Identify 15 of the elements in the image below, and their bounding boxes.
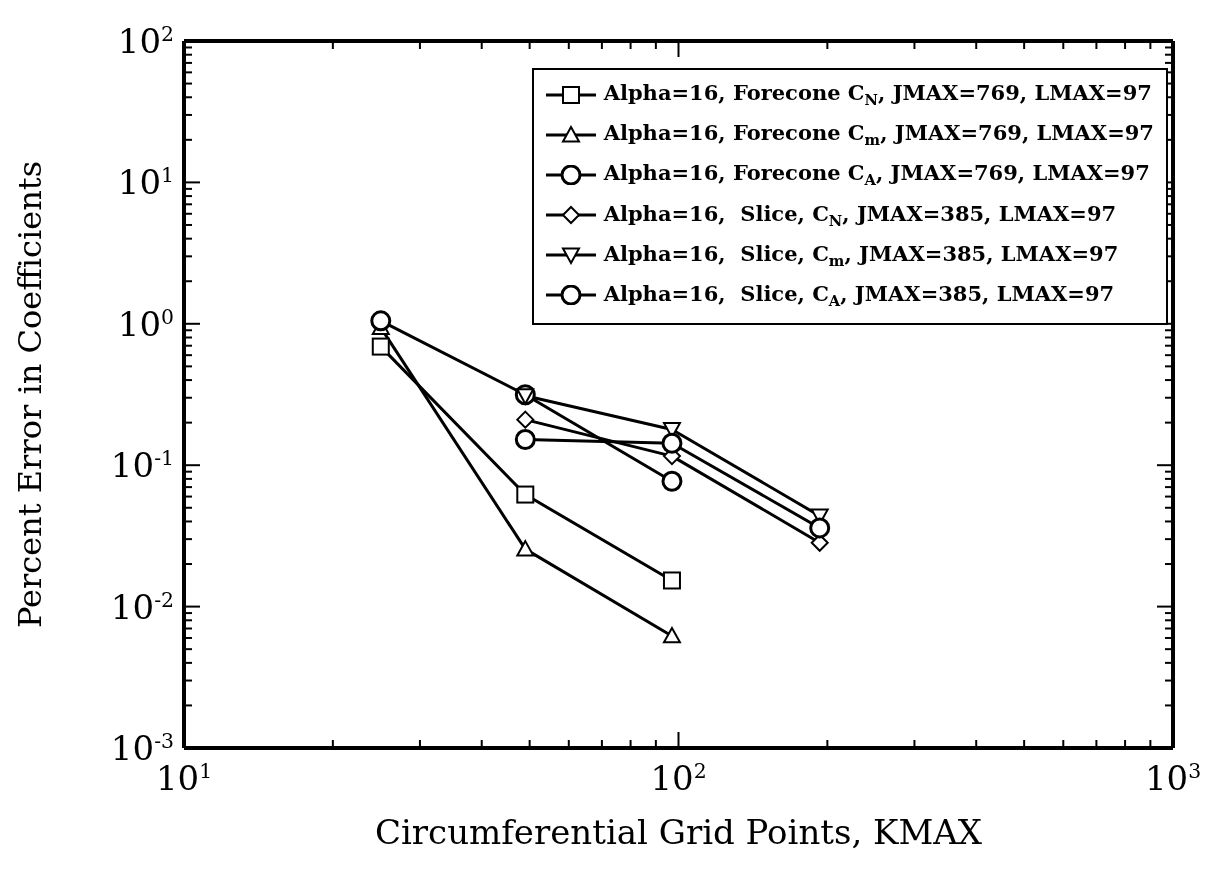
y-tick-label: 10$^{1}$ bbox=[117, 162, 174, 203]
legend-label: Alpha=16, Forecone C$_{A}$, JMAX=769, LMAX=97 bbox=[603, 160, 1150, 189]
legend-label: Alpha=16, Slice, C$_{m}$, JMAX=385, LMAX=97 bbox=[603, 240, 1119, 269]
legend-label: Alpha=16, Forecone C$_{N}$, JMAX=769, LMAX=97 bbox=[603, 80, 1152, 109]
x-tick-label: 10$^{2}$ bbox=[650, 758, 707, 798]
y-tick-label: 10$^{2}$ bbox=[117, 21, 174, 61]
y-tick-label: 10$^{-1}$ bbox=[110, 445, 174, 486]
legend-label: Alpha=16, Slice, C$_{A}$, JMAX=385, LMAX=97 bbox=[603, 280, 1115, 310]
legend-label: Alpha=16, Forecone C$_{m}$, JMAX=769, LMAX=97 bbox=[603, 120, 1154, 149]
y-axis-title: Percent Error in Coefficients bbox=[11, 160, 50, 629]
y-tick-label: 10$^{-2}$ bbox=[110, 586, 174, 627]
x-axis-title: Circumferential Grid Points, KMAX bbox=[374, 812, 983, 852]
y-tick-label: 10$^{0}$ bbox=[117, 303, 174, 344]
x-tick-label: 10$^{3}$ bbox=[1144, 758, 1202, 798]
legend-label: Alpha=16, Slice, C$_{N}$, JMAX=385, LMAX=97 bbox=[603, 200, 1117, 229]
